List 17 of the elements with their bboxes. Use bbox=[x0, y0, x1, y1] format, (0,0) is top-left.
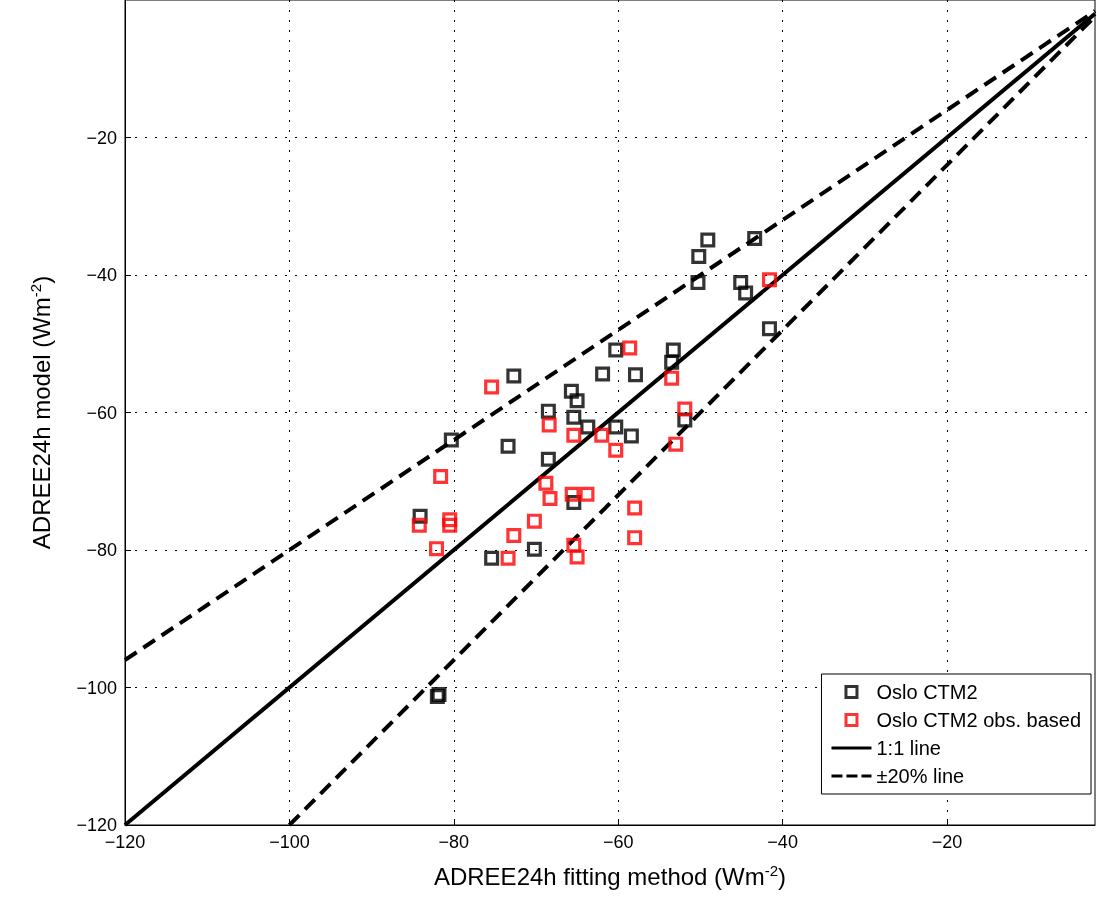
x-tick-label: −120 bbox=[104, 832, 146, 852]
y-tick-label: −60 bbox=[86, 402, 117, 423]
x-tick-label: −40 bbox=[767, 832, 798, 852]
y-tick-label: −100 bbox=[76, 677, 117, 698]
y-tick-label: −20 bbox=[86, 127, 117, 148]
legend-label: 1:1 line bbox=[876, 737, 941, 759]
x-tick-label: −20 bbox=[931, 832, 963, 852]
x-tick-label: −60 bbox=[602, 832, 634, 852]
y-tick-label: −80 bbox=[86, 540, 117, 560]
y-axis-title: ADREE24h model (Wm-2) bbox=[27, 275, 55, 550]
x-tick-label: −100 bbox=[269, 832, 310, 852]
legend-label: Oslo CTM2 obs. based bbox=[876, 709, 1081, 731]
legend-label: ±20% line bbox=[876, 765, 965, 787]
legend-label: Oslo CTM2 bbox=[876, 681, 978, 703]
x-tick-label: −80 bbox=[438, 832, 470, 852]
y-tick-label: −40 bbox=[86, 265, 117, 285]
y-tick-label: −120 bbox=[76, 815, 117, 835]
